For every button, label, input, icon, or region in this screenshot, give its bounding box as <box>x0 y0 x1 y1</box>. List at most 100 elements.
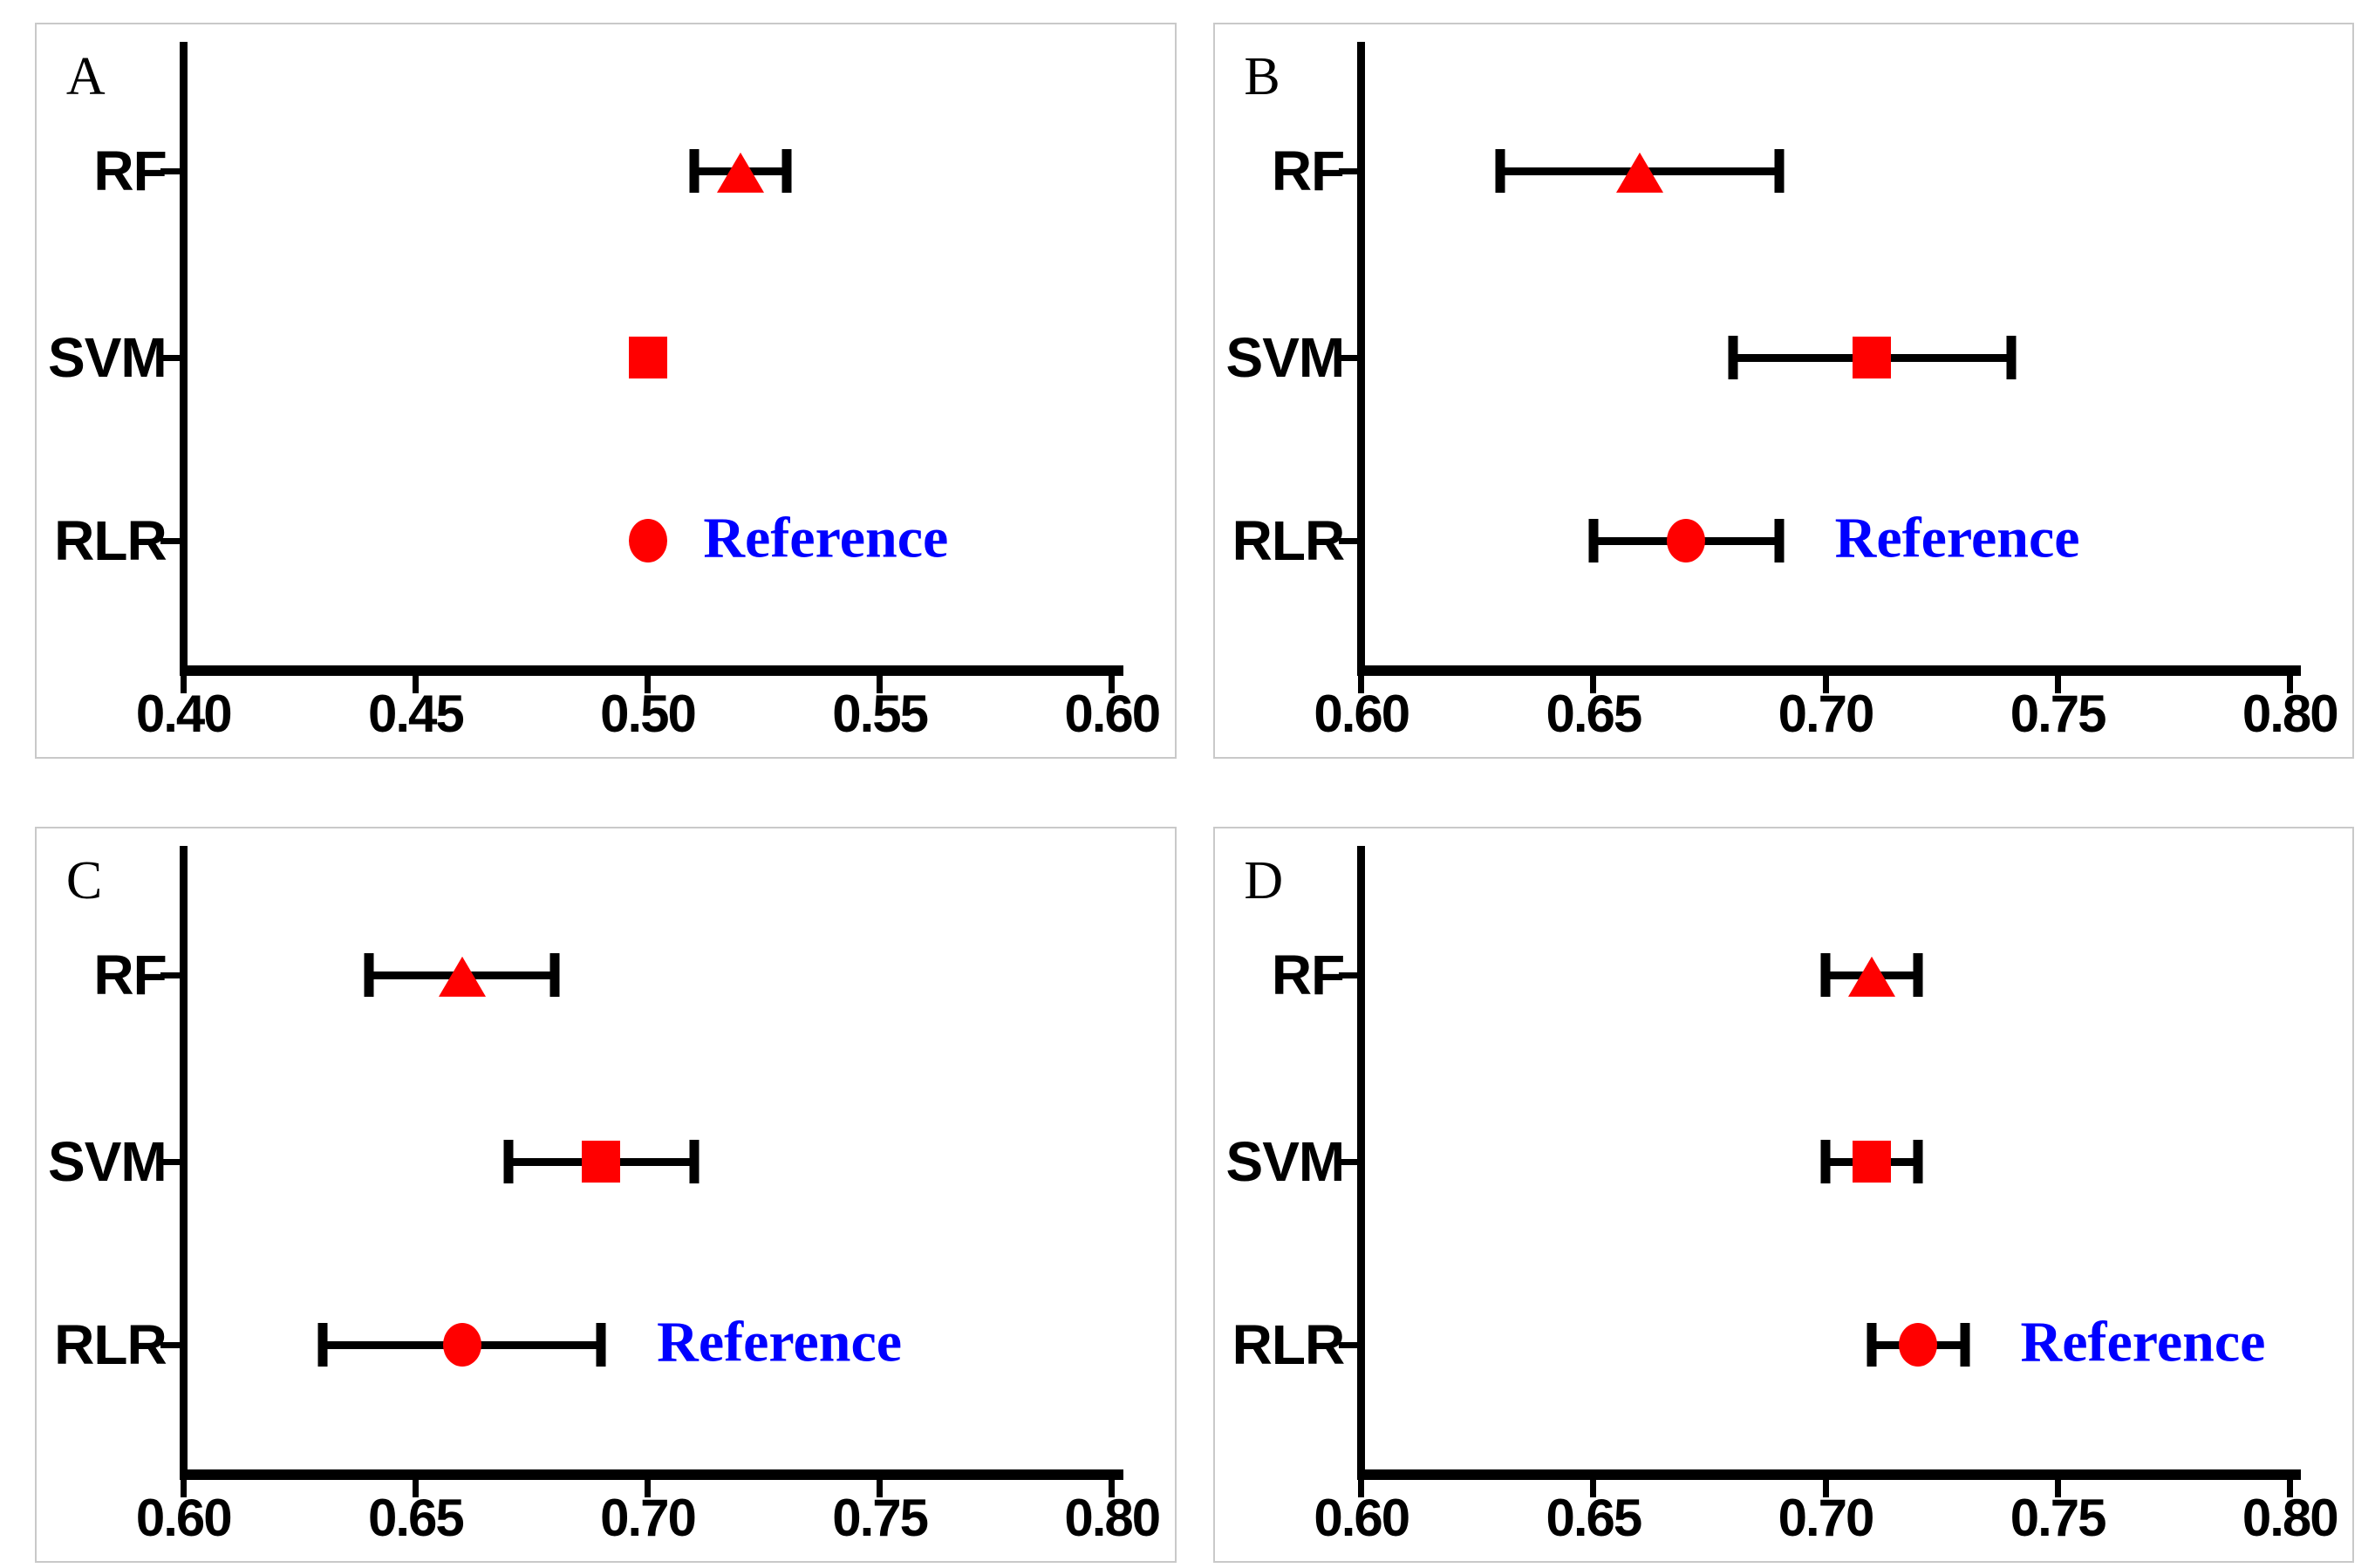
x-tick-label: 0.80 <box>2242 685 2339 744</box>
x-tick-mark <box>2286 1478 2293 1497</box>
error-bar-cap-left <box>1820 953 1831 997</box>
x-tick-mark <box>180 1478 187 1497</box>
x-tick-mark <box>2054 674 2061 693</box>
reference-label: Reference <box>1834 506 2080 570</box>
panel-letter: A <box>65 46 106 106</box>
error-bar-cap-right <box>1913 1140 1923 1184</box>
x-tick-label: 0.40 <box>135 685 233 744</box>
y-tick-mark <box>1338 1158 1362 1165</box>
panel-a: A 0.40 0.45 0.50 0.55 0.60 RF SVM RLR Reference <box>35 23 1177 759</box>
x-tick-label: 0.60 <box>1314 1489 1410 1548</box>
y-tick-mark <box>1338 537 1362 544</box>
marker-square <box>628 337 667 379</box>
x-tick-label: 0.70 <box>1778 1489 1875 1548</box>
error-bar-cap-right <box>2006 336 2017 380</box>
x-tick-label: 0.60 <box>1064 685 1161 744</box>
x-tick-mark <box>2286 674 2293 693</box>
panel-d: D 0.60 0.65 0.70 0.75 0.80 RF SVM RLR Reference <box>1212 827 2354 1563</box>
x-tick-label: 0.65 <box>1546 685 1643 744</box>
x-tick-mark <box>877 1478 884 1497</box>
marker-triangle <box>1848 956 1896 997</box>
row-label-svm: SVM <box>48 326 167 390</box>
marker-triangle <box>438 956 486 997</box>
y-tick-mark <box>160 537 184 544</box>
y-tick-mark <box>160 167 184 174</box>
y-tick-mark <box>160 971 184 978</box>
y-tick-mark <box>1338 971 1362 978</box>
x-tick-mark <box>2054 1478 2061 1497</box>
y-tick-mark <box>1338 167 1362 174</box>
x-tick-mark <box>1358 1478 1365 1497</box>
row-label-rlr: RLR <box>54 509 167 573</box>
x-tick-label: 0.45 <box>368 685 465 744</box>
panel-letter: C <box>65 850 103 910</box>
panel-c: C 0.60 0.65 0.70 0.75 0.80 RF SVM RLR Reference <box>35 827 1177 1563</box>
marker-triangle <box>1616 152 1664 193</box>
error-bar-cap-left <box>689 149 700 193</box>
y-tick-mark <box>160 354 184 361</box>
y-tick-mark <box>1338 1341 1362 1348</box>
row-label-rlr: RLR <box>1232 509 1346 573</box>
row-label-svm: SVM <box>48 1130 167 1194</box>
x-tick-label: 0.75 <box>832 1489 929 1548</box>
error-bar-cap-right <box>781 149 792 193</box>
error-bar-cap-right <box>596 1323 606 1367</box>
x-axis-line <box>1357 1469 2302 1480</box>
marker-circle <box>442 1323 481 1367</box>
x-axis-line <box>179 665 1123 676</box>
marker-square <box>582 1141 621 1183</box>
error-bar-cap-right <box>1960 1323 1970 1367</box>
error-bar-cap-left <box>1867 1323 1877 1367</box>
x-axis-line <box>179 1469 1123 1480</box>
panel-letter: D <box>1244 850 1284 910</box>
x-tick-mark <box>1590 1478 1597 1497</box>
x-tick-mark <box>645 1478 652 1497</box>
y-axis-line <box>1357 42 1366 676</box>
row-label-svm: SVM <box>1225 326 1346 390</box>
marker-circle <box>1899 1323 1938 1367</box>
panel-letter: B <box>1244 46 1280 106</box>
row-label-rf: RF <box>1271 140 1345 202</box>
error-bar-cap-left <box>503 1140 514 1184</box>
error-bar-cap-right <box>1774 519 1785 563</box>
y-axis-line <box>179 42 188 676</box>
x-tick-mark <box>645 674 652 693</box>
marker-square <box>1853 337 1892 379</box>
marker-circle <box>1667 519 1706 563</box>
row-label-rf: RF <box>93 140 167 202</box>
reference-label: Reference <box>703 506 949 570</box>
y-axis-line <box>1357 846 1366 1480</box>
x-tick-mark <box>412 674 419 693</box>
row-label-rf: RF <box>1271 944 1345 1006</box>
error-bar-cap-right <box>1774 149 1785 193</box>
reference-label: Reference <box>657 1310 903 1374</box>
row-label-rf: RF <box>93 944 167 1006</box>
x-tick-label: 0.75 <box>2010 685 2107 744</box>
x-tick-label: 0.80 <box>1064 1489 1161 1548</box>
y-tick-mark <box>160 1341 184 1348</box>
error-bar-cap-left <box>1495 149 1505 193</box>
error-bar-cap-left <box>1728 336 1738 380</box>
marker-square <box>1853 1141 1892 1183</box>
x-tick-label: 0.60 <box>1314 685 1410 744</box>
x-tick-mark <box>1109 674 1116 693</box>
x-tick-mark <box>412 1478 419 1497</box>
row-label-rlr: RLR <box>54 1313 167 1377</box>
x-tick-mark <box>180 674 187 693</box>
error-bar-cap-left <box>1588 519 1599 563</box>
x-axis-line <box>1357 665 2302 676</box>
marker-circle <box>628 519 667 563</box>
error-bar-cap-right <box>689 1140 700 1184</box>
reference-label: Reference <box>2020 1310 2266 1374</box>
error-bar-cap-right <box>1913 953 1923 997</box>
x-tick-mark <box>877 674 884 693</box>
x-tick-label: 0.55 <box>832 685 929 744</box>
y-axis-line <box>179 846 188 1480</box>
error-bar-cap-left <box>317 1323 328 1367</box>
marker-triangle <box>716 152 764 193</box>
x-tick-mark <box>1109 1478 1116 1497</box>
x-tick-label: 0.75 <box>2010 1489 2107 1548</box>
x-tick-mark <box>1590 674 1597 693</box>
x-tick-label: 0.60 <box>135 1489 233 1548</box>
